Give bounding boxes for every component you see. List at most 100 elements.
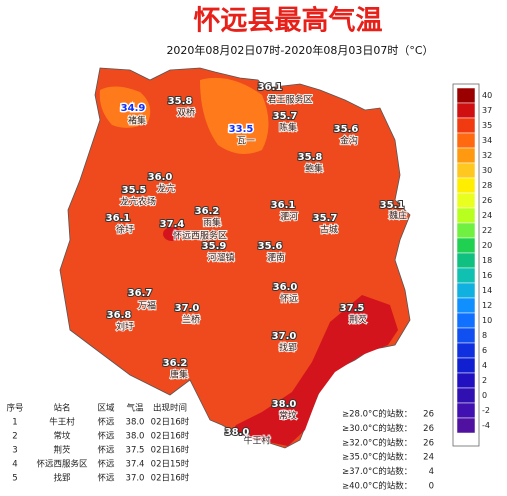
- stat-count: 26: [423, 424, 434, 434]
- legend-swatch: [456, 327, 476, 344]
- stat-count: 4: [429, 467, 434, 477]
- stat-label: ≥37.0°C的站数：: [342, 466, 412, 477]
- station-value: 36.8: [107, 310, 132, 321]
- station-value: 38.0: [225, 427, 250, 438]
- table-header: 区域: [97, 403, 115, 414]
- table-header: 出现时间: [153, 403, 187, 414]
- legend-label: 18: [482, 256, 492, 265]
- station-name: 魏庄: [389, 210, 407, 222]
- station-name: 河溜镇: [207, 252, 234, 264]
- title: 怀远县最高气温: [194, 5, 383, 37]
- legend-label: 16: [482, 271, 492, 280]
- legend-label: 20: [482, 241, 492, 250]
- stat-count: 26: [423, 410, 434, 420]
- station-name: 褚集: [128, 115, 146, 127]
- legend-swatch: [456, 267, 476, 284]
- station-name: 徐圩: [116, 224, 134, 236]
- station-value: 36.0: [148, 172, 173, 183]
- legend-swatch: [456, 147, 476, 164]
- subtitle: 2020年08月02日07时-2020年08月03日07时（°C）: [166, 43, 433, 57]
- legend-label: 28: [482, 181, 492, 190]
- legend-swatch: [456, 207, 476, 224]
- stat-label: ≥40.0°C的站数：: [342, 481, 412, 492]
- station-name: 唐集: [170, 369, 188, 381]
- station-value: 36.1: [106, 213, 131, 224]
- legend-label: 6: [482, 346, 487, 355]
- table-cell: 找郢: [53, 473, 71, 484]
- table-header: 站名: [53, 403, 70, 414]
- legend-swatch: [456, 87, 476, 104]
- legend-swatch: [456, 402, 476, 419]
- legend-swatch: [456, 387, 476, 404]
- stat-count: 26: [423, 438, 434, 448]
- station-value: 35.9: [202, 241, 227, 252]
- station-value: 36.1: [271, 200, 296, 211]
- station-name: 牛王村: [243, 435, 270, 447]
- table-cell: 02日16时: [151, 473, 190, 484]
- hot-zone: [232, 295, 398, 446]
- legend-swatch: [456, 282, 476, 299]
- station-value: 35.8: [298, 152, 323, 163]
- table-cell: 荆芡: [53, 445, 70, 456]
- legend-label: 2: [482, 376, 487, 385]
- hot-zone: [163, 227, 181, 241]
- legend-swatch: [456, 342, 476, 359]
- station-name: 君王服务区: [267, 94, 312, 106]
- station-name: 龙亢: [157, 183, 175, 195]
- station-value: 37.0: [272, 331, 297, 342]
- station-name: 刘圩: [116, 321, 134, 333]
- table-cell: 怀远: [97, 431, 115, 442]
- legend-swatch: [456, 222, 476, 239]
- table-cell: 4: [12, 460, 17, 470]
- table-cell: 02日16时: [151, 417, 190, 428]
- station-name: 常坟: [279, 410, 297, 422]
- table-cell: 1: [12, 418, 17, 428]
- county-map: [59, 67, 411, 449]
- station-name: 瓦一: [237, 136, 255, 147]
- legend-label: -4: [482, 421, 490, 430]
- station-name: 荆芡: [349, 314, 367, 326]
- warm-zone: [200, 77, 269, 154]
- station-value: 33.5: [229, 124, 254, 135]
- legend-label: 34: [482, 136, 492, 145]
- legend-label: 4: [482, 361, 487, 370]
- station-name: 万福: [138, 300, 156, 312]
- station-name: 陈集: [279, 122, 297, 134]
- legend-label: 26: [482, 196, 492, 205]
- table-cell: 怀远: [97, 445, 115, 456]
- legend-swatch: [456, 297, 476, 314]
- table-cell: 怀远: [97, 473, 115, 484]
- legend: 4037353432302826242220181614121086420-2-…: [456, 87, 492, 434]
- table-cell: 3: [12, 446, 17, 456]
- station-value: 34.9: [121, 103, 146, 114]
- station-name: 兰桥: [182, 314, 200, 326]
- legend-label: 10: [482, 316, 492, 325]
- station-counts: ≥28.0°C的站数： 26 ≥30.0°C的站数： 26 ≥32.0°C的站数： 26 ≥…: [342, 409, 434, 492]
- table-cell: 2: [12, 432, 17, 442]
- station-name: 金沟: [340, 135, 358, 147]
- stat-label: ≥28.0°C的站数：: [342, 409, 412, 420]
- table-cell: 37.5: [126, 446, 145, 456]
- table-cell: 怀远: [97, 417, 115, 428]
- legend-label: 35: [482, 121, 492, 130]
- table-cell: 02日16时: [151, 445, 190, 456]
- station-name: 鲍集: [305, 163, 323, 175]
- station-value: 35.7: [313, 213, 338, 224]
- table-cell: 常坟: [53, 431, 71, 442]
- table-cell: 牛王村: [49, 417, 75, 428]
- table-cell: 37.0: [126, 474, 145, 484]
- legend-label: 8: [482, 331, 487, 340]
- legend-label: 22: [482, 226, 492, 235]
- table-cell: 38.0: [126, 418, 145, 428]
- legend-label: 24: [482, 211, 492, 220]
- table-header: 序号: [6, 403, 23, 414]
- station-value: 36.2: [195, 206, 220, 217]
- station-value: 35.6: [258, 241, 283, 252]
- legend-swatch: [456, 312, 476, 329]
- legend-swatch: [456, 177, 476, 194]
- station-value: 37.0: [175, 303, 200, 314]
- table-cell: 02日15时: [151, 459, 190, 470]
- station-value: 37.4: [160, 219, 185, 230]
- legend-label: 14: [482, 286, 492, 295]
